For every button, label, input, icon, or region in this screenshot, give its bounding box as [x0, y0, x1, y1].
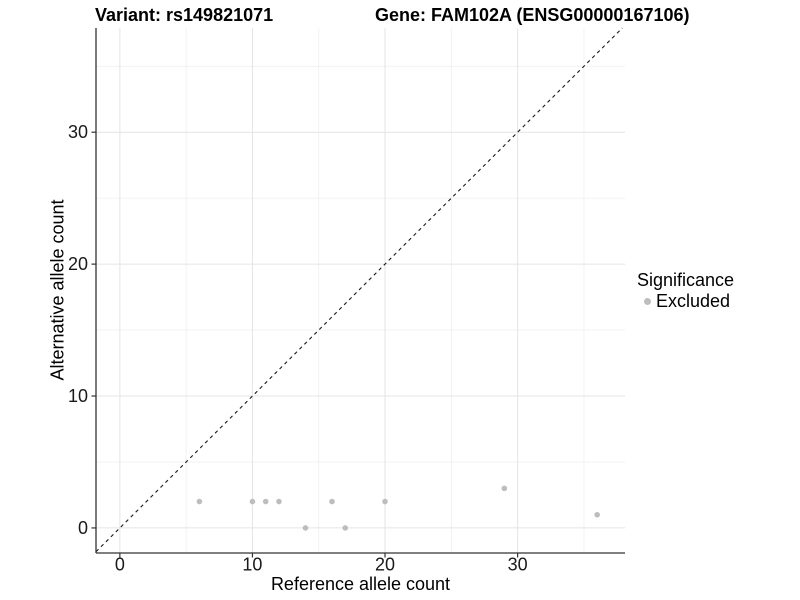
x-tick-label: 20 — [375, 555, 395, 575]
data-point — [329, 498, 335, 505]
y-tick-label: 30 — [68, 122, 88, 142]
x-tick-label: 30 — [508, 555, 528, 575]
data-point — [501, 485, 508, 492]
legend-item-label: Excluded — [656, 291, 731, 311]
legend-item-excluded: Excluded — [637, 291, 734, 311]
data-point — [342, 525, 349, 531]
data-point — [276, 498, 282, 505]
data-point — [196, 498, 203, 505]
y-axis-title: Alternative allele count — [47, 199, 68, 381]
data-point — [382, 498, 388, 505]
x-axis-title: Reference allele count — [270, 574, 451, 594]
y-tick-label: 0 — [78, 518, 88, 538]
identity-dashed-line — [95, 27, 623, 553]
data-point — [262, 498, 269, 505]
legend-point-icon — [644, 297, 651, 305]
x-tick-label: 0 — [115, 555, 125, 575]
data-point — [249, 498, 256, 505]
legend: Significance Excluded — [637, 270, 734, 311]
legend-title: Significance — [637, 270, 735, 290]
y-tick-label: 20 — [68, 254, 88, 274]
variant-title: Variant: rs149821071 — [95, 5, 274, 25]
gene-title: Gene: FAM102A (ENSG00000167106) — [375, 5, 690, 25]
x-tick-label: 10 — [242, 555, 262, 575]
y-tick-label: 10 — [68, 386, 88, 406]
data-point — [594, 511, 600, 518]
data-point — [302, 525, 309, 531]
